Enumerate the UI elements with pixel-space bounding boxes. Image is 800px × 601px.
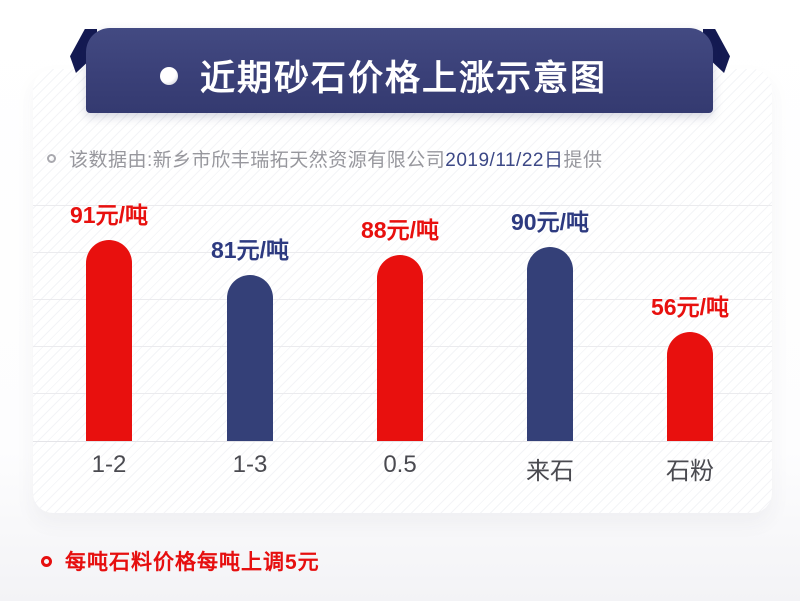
bar-value-label: 88元/吨	[361, 217, 439, 243]
category-label: 1-2	[91, 451, 127, 478]
chart-plot-area: 91元/吨 1-2 81元/吨 1-3 88元/吨 0.5 90元/吨来石 56元/吨石粉	[33, 69, 772, 513]
bar-4	[527, 247, 573, 441]
category-label: 石粉	[666, 458, 714, 485]
bar-value-label: 90元/吨	[511, 209, 589, 235]
title-banner: 近期砂石价格上涨示意图	[86, 28, 713, 113]
footer-text: 每吨石料价格每吨上调5元	[65, 551, 320, 574]
source-date-text: 2019/11/22日	[445, 150, 564, 171]
bar-value-label: 81元/吨	[211, 237, 289, 263]
source-suffix-text: 提供	[563, 150, 603, 171]
gridline	[33, 252, 772, 253]
bar-2	[227, 275, 273, 441]
page-title: 近期砂石价格上涨示意图	[200, 59, 608, 98]
hollow-dot-icon	[47, 154, 56, 163]
chart-card: 91元/吨 1-2 81元/吨 1-3 88元/吨 0.5 90元/吨来石 56元/吨石粉 该…	[33, 69, 772, 513]
data-source-text: 该数据由:新乡市欣丰瑞拓天然资源有限公司2019/11/22日提供	[69, 145, 602, 172]
bar-value-label: 56元/吨	[651, 294, 729, 320]
bullet-circle-icon	[160, 66, 178, 85]
gridline	[33, 441, 772, 442]
hollow-dot-red-icon	[41, 555, 52, 567]
gridline	[33, 205, 772, 206]
category-label: 1-3	[232, 451, 268, 478]
data-source-note: 该数据由:新乡市欣丰瑞拓天然资源有限公司2019/11/22日提供	[47, 145, 602, 172]
category-label: 来石	[526, 458, 574, 485]
source-company-text: 该数据由:新乡市欣丰瑞拓天然资源有限公司	[69, 150, 446, 171]
bar-1	[86, 240, 132, 441]
bar-value-label: 91元/吨	[70, 202, 148, 228]
bar-5	[667, 332, 713, 441]
bar-3	[377, 255, 423, 441]
footer-note: 每吨石料价格每吨上调5元	[41, 546, 320, 576]
category-label: 0.5	[383, 451, 417, 478]
